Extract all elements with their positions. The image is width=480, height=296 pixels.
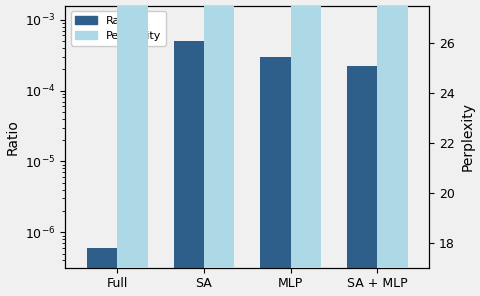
Bar bbox=[377, 0, 408, 268]
Bar bbox=[117, 0, 147, 268]
Bar bbox=[290, 0, 321, 268]
Legend: Ratio, Perplexity: Ratio, Perplexity bbox=[71, 11, 166, 46]
Bar bbox=[87, 248, 117, 296]
Bar bbox=[260, 57, 290, 296]
Y-axis label: Perplexity: Perplexity bbox=[460, 102, 474, 171]
Y-axis label: Ratio: Ratio bbox=[6, 119, 20, 155]
Bar bbox=[347, 66, 377, 296]
Bar bbox=[174, 41, 204, 296]
Bar bbox=[204, 0, 234, 268]
